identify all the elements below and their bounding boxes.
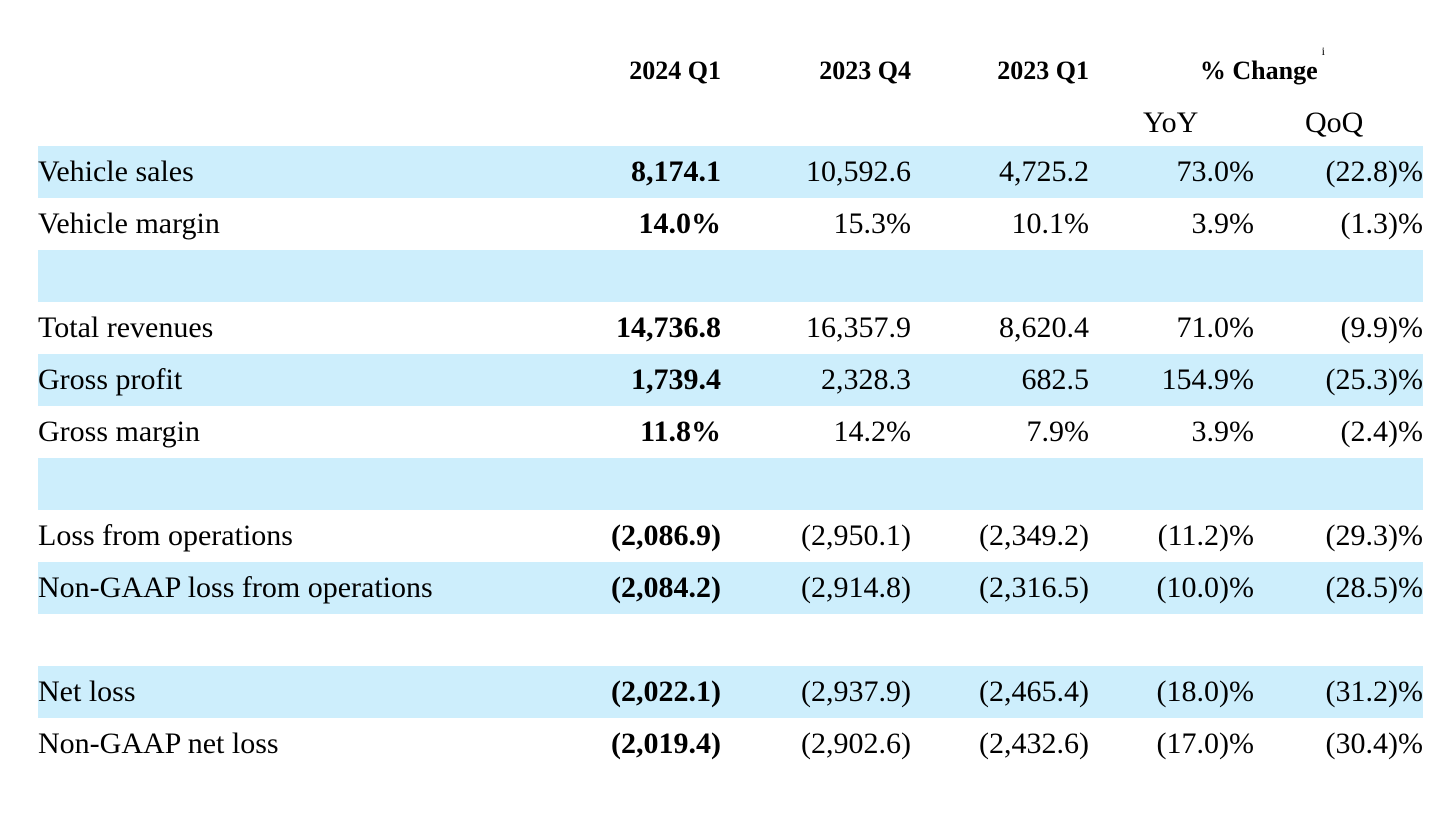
cell-yoy: 154.9% xyxy=(1089,354,1254,406)
row-label: Vehicle margin xyxy=(38,207,220,240)
cell-qoq: (28.5)% xyxy=(1254,562,1423,614)
header-2023-q1: 2023 Q1 xyxy=(997,56,1089,85)
header-pct-change: % Changei xyxy=(1089,42,1423,100)
cell-2023-q1: (2,316.5) xyxy=(911,562,1089,614)
cell-2023-q4: (2,950.1) xyxy=(801,519,911,552)
cell-2023-q4: 10,592.6 xyxy=(721,146,911,198)
table-row-non-gaap-net-loss: Non-GAAP net loss (2,019.4) (2,902.6) (2… xyxy=(38,718,1423,770)
cell-yoy: 3.9% xyxy=(1191,207,1255,240)
cell-2024-q1: (2,084.2) xyxy=(568,562,721,614)
cell-2024-q1: 14.0% xyxy=(638,207,722,240)
cell-yoy: (11.2)% xyxy=(1157,519,1254,552)
cell-2024-q1: 1,739.4 xyxy=(568,354,721,406)
cell-2023-q4: 14.2% xyxy=(833,415,912,448)
header-row-change-types: YoY QoQ xyxy=(38,100,1423,146)
cell-qoq: (22.8)% xyxy=(1254,146,1423,198)
table-row-non-gaap-loss-from-operations: Non-GAAP loss from operations (2,084.2) … xyxy=(38,562,1423,614)
header-qoq: QoQ xyxy=(1305,106,1364,139)
row-label: Non-GAAP net loss xyxy=(38,727,279,760)
cell-qoq: (9.9)% xyxy=(1340,311,1423,344)
cell-2023-q1: 7.9% xyxy=(1026,415,1090,448)
table-row-vehicle-margin: Vehicle margin 14.0% 15.3% 10.1% 3.9% (1… xyxy=(38,198,1423,250)
cell-2024-q1: 14,736.8 xyxy=(616,311,721,344)
cell-2023-q4: (2,902.6) xyxy=(801,727,911,760)
cell-2023-q1: (2,432.6) xyxy=(979,727,1089,760)
table-row-net-loss: Net loss (2,022.1) (2,937.9) (2,465.4) (… xyxy=(38,666,1423,718)
cell-2023-q1: 8,620.4 xyxy=(999,311,1089,344)
cell-2023-q4: 2,328.3 xyxy=(721,354,911,406)
table-row-loss-from-operations: Loss from operations (2,086.9) (2,950.1)… xyxy=(38,510,1423,562)
row-label: Non-GAAP loss from operations xyxy=(38,562,568,614)
cell-2024-q1: (2,022.1) xyxy=(568,666,721,718)
financial-summary-table: 2024 Q1 2023 Q4 2023 Q1 % Changei YoY Qo… xyxy=(38,42,1423,770)
cell-yoy: 73.0% xyxy=(1089,146,1254,198)
cell-qoq: (25.3)% xyxy=(1254,354,1423,406)
cell-2024-q1: (2,019.4) xyxy=(611,727,721,760)
cell-2023-q1: (2,349.2) xyxy=(979,519,1089,552)
table-row-vehicle-sales: Vehicle sales 8,174.1 10,592.6 4,725.2 7… xyxy=(38,146,1423,198)
cell-2024-q1: (2,086.9) xyxy=(611,519,721,552)
row-label: Net loss xyxy=(38,666,568,718)
cell-2023-q1: 4,725.2 xyxy=(911,146,1089,198)
header-2024-q1: 2024 Q1 xyxy=(629,56,721,85)
row-label: Gross margin xyxy=(38,415,200,448)
cell-qoq: (29.3)% xyxy=(1325,519,1423,552)
cell-qoq: (1.3)% xyxy=(1340,207,1423,240)
cell-2024-q1: 8,174.1 xyxy=(568,146,721,198)
table-row-gross-margin: Gross margin 11.8% 14.2% 7.9% 3.9% (2.4)… xyxy=(38,406,1423,458)
cell-yoy: 3.9% xyxy=(1191,415,1255,448)
cell-2023-q1: (2,465.4) xyxy=(911,666,1089,718)
spacer-row xyxy=(38,614,1423,666)
cell-2023-q1: 682.5 xyxy=(911,354,1089,406)
header-yoy: YoY xyxy=(1143,106,1199,139)
cell-2023-q4: (2,914.8) xyxy=(721,562,911,614)
cell-qoq: (2.4)% xyxy=(1340,415,1423,448)
header-pct-change-footnote: i xyxy=(1321,44,1325,58)
table-row-gross-profit: Gross profit 1,739.4 2,328.3 682.5 154.9… xyxy=(38,354,1423,406)
cell-qoq: (31.2)% xyxy=(1254,666,1423,718)
spacer-row xyxy=(38,250,1423,302)
row-label: Total revenues xyxy=(38,311,214,344)
cell-yoy: (10.0)% xyxy=(1089,562,1254,614)
cell-2023-q4: 15.3% xyxy=(833,207,912,240)
row-label: Vehicle sales xyxy=(38,146,568,198)
row-label: Loss from operations xyxy=(38,519,293,552)
spacer-row xyxy=(38,458,1423,510)
header-pct-change-text: % Change xyxy=(1199,56,1318,85)
cell-yoy: (18.0)% xyxy=(1089,666,1254,718)
header-label-blank xyxy=(38,42,568,100)
cell-2023-q1: 10.1% xyxy=(1011,207,1090,240)
header-2023-q4: 2023 Q4 xyxy=(819,56,911,85)
table-row-total-revenues: Total revenues 14,736.8 16,357.9 8,620.4… xyxy=(38,302,1423,354)
cell-yoy: (17.0)% xyxy=(1156,727,1254,760)
cell-2023-q4: (2,937.9) xyxy=(721,666,911,718)
cell-2023-q4: 16,357.9 xyxy=(806,311,911,344)
header-row-periods: 2024 Q1 2023 Q4 2023 Q1 % Changei xyxy=(38,42,1423,100)
cell-yoy: 71.0% xyxy=(1176,311,1255,344)
row-label: Gross profit xyxy=(38,354,568,406)
financial-summary-table-container: 2024 Q1 2023 Q4 2023 Q1 % Changei YoY Qo… xyxy=(38,42,1423,770)
cell-2024-q1: 11.8% xyxy=(640,415,721,448)
cell-qoq: (30.4)% xyxy=(1325,727,1423,760)
